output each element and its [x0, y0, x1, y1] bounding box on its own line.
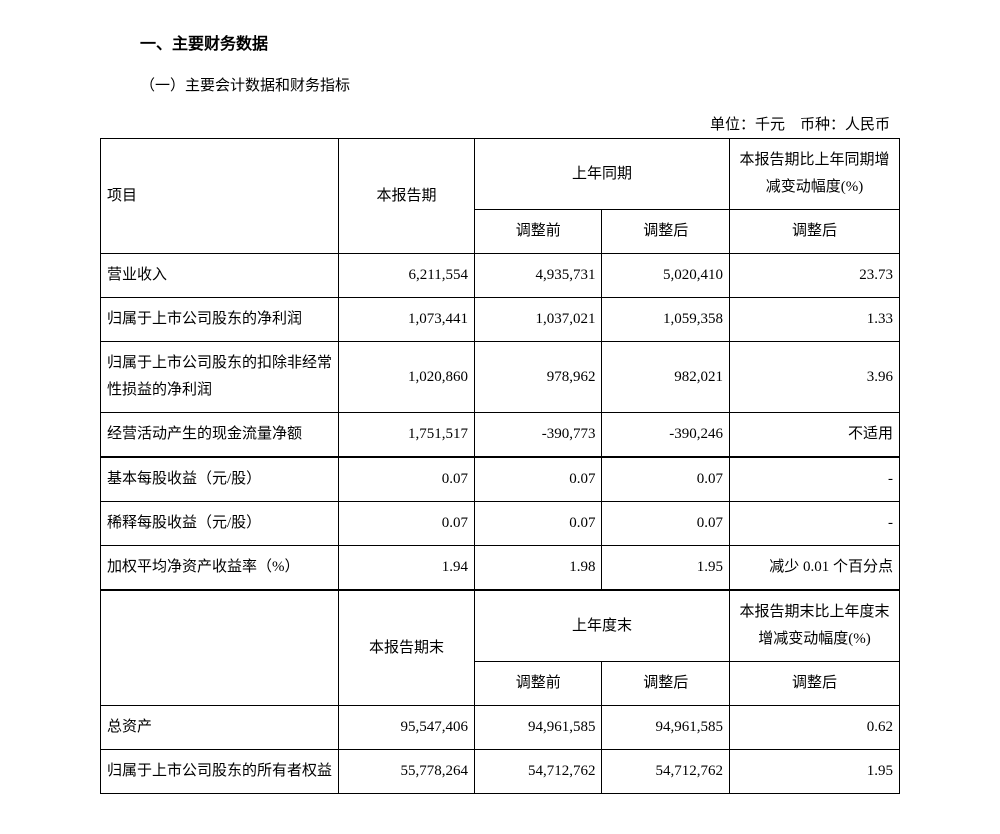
cell-p2: 54,712,762	[602, 750, 729, 794]
cell-item: 稀释每股收益（元/股）	[101, 502, 339, 546]
cell-chg: 0.62	[729, 706, 899, 750]
hdr-change-end: 本报告期末比上年度末增减变动幅度(%)	[729, 590, 899, 662]
hdr-current-end: 本报告期末	[339, 590, 475, 706]
table-row: 基本每股收益（元/股） 0.07 0.07 0.07 -	[101, 457, 900, 502]
cell-curr: 95,547,406	[339, 706, 475, 750]
cell-p2: 982,021	[602, 342, 729, 413]
cell-chg: 减少 0.01 个百分点	[729, 546, 899, 591]
table-row: 总资产 95,547,406 94,961,585 94,961,585 0.6…	[101, 706, 900, 750]
table-row: 稀释每股收益（元/股） 0.07 0.07 0.07 -	[101, 502, 900, 546]
cell-p2: 0.07	[602, 502, 729, 546]
hdr-prior: 上年同期	[474, 139, 729, 210]
table-row: 加权平均净资产收益率（%） 1.94 1.98 1.95 减少 0.01 个百分…	[101, 546, 900, 591]
hdr-change: 本报告期比上年同期增减变动幅度(%)	[729, 139, 899, 210]
cell-item: 归属于上市公司股东的净利润	[101, 298, 339, 342]
cell-chg: -	[729, 457, 899, 502]
cell-item: 加权平均净资产收益率（%）	[101, 546, 339, 591]
header-row-3: 本报告期末 上年度末 本报告期末比上年度末增减变动幅度(%)	[101, 590, 900, 662]
cell-chg: 23.73	[729, 254, 899, 298]
table-row: 营业收入 6,211,554 4,935,731 5,020,410 23.73	[101, 254, 900, 298]
financial-table: 项目 本报告期 上年同期 本报告期比上年同期增减变动幅度(%) 调整前 调整后 …	[100, 138, 900, 794]
table-row: 归属于上市公司股东的净利润 1,073,441 1,037,021 1,059,…	[101, 298, 900, 342]
cell-item: 归属于上市公司股东的扣除非经常性损益的净利润	[101, 342, 339, 413]
cell-p1: 94,961,585	[474, 706, 601, 750]
table-row: 归属于上市公司股东的扣除非经常性损益的净利润 1,020,860 978,962…	[101, 342, 900, 413]
cell-chg: -	[729, 502, 899, 546]
cell-item: 基本每股收益（元/股）	[101, 457, 339, 502]
cell-p1: 1,037,021	[474, 298, 601, 342]
cell-chg: 3.96	[729, 342, 899, 413]
table-row: 经营活动产生的现金流量净额 1,751,517 -390,773 -390,24…	[101, 413, 900, 458]
cell-p1: 4,935,731	[474, 254, 601, 298]
cell-curr: 1,073,441	[339, 298, 475, 342]
hdr-adj-after3: 调整后	[602, 662, 729, 706]
cell-curr: 1.94	[339, 546, 475, 591]
cell-p1: 978,962	[474, 342, 601, 413]
hdr-adj-after: 调整后	[602, 210, 729, 254]
cell-p2: 1,059,358	[602, 298, 729, 342]
cell-chg: 不适用	[729, 413, 899, 458]
hdr-current: 本报告期	[339, 139, 475, 254]
cell-p2: 0.07	[602, 457, 729, 502]
cell-curr: 1,751,517	[339, 413, 475, 458]
cell-item: 经营活动产生的现金流量净额	[101, 413, 339, 458]
cell-item: 营业收入	[101, 254, 339, 298]
section-subheading: （一）主要会计数据和财务指标	[140, 74, 900, 95]
cell-curr: 55,778,264	[339, 750, 475, 794]
cell-p1: 0.07	[474, 502, 601, 546]
cell-item: 总资产	[101, 706, 339, 750]
hdr-prior-end: 上年度末	[474, 590, 729, 662]
cell-curr: 0.07	[339, 502, 475, 546]
hdr-blank	[101, 590, 339, 706]
section-heading: 一、主要财务数据	[140, 30, 900, 54]
cell-p2: 1.95	[602, 546, 729, 591]
cell-curr: 6,211,554	[339, 254, 475, 298]
cell-p2: 94,961,585	[602, 706, 729, 750]
cell-chg: 1.33	[729, 298, 899, 342]
cell-chg: 1.95	[729, 750, 899, 794]
hdr-adj-before: 调整前	[474, 210, 601, 254]
unit-line: 单位：千元 币种：人民币	[100, 113, 900, 134]
hdr-adj-after2: 调整后	[729, 210, 899, 254]
hdr-adj-before2: 调整前	[474, 662, 601, 706]
cell-p1: 54,712,762	[474, 750, 601, 794]
cell-item: 归属于上市公司股东的所有者权益	[101, 750, 339, 794]
hdr-item: 项目	[101, 139, 339, 254]
cell-p1: -390,773	[474, 413, 601, 458]
header-row-1: 项目 本报告期 上年同期 本报告期比上年同期增减变动幅度(%)	[101, 139, 900, 210]
cell-p2: 5,020,410	[602, 254, 729, 298]
cell-p1: 1.98	[474, 546, 601, 591]
cell-curr: 0.07	[339, 457, 475, 502]
cell-p1: 0.07	[474, 457, 601, 502]
hdr-adj-after4: 调整后	[729, 662, 899, 706]
table-row: 归属于上市公司股东的所有者权益 55,778,264 54,712,762 54…	[101, 750, 900, 794]
cell-p2: -390,246	[602, 413, 729, 458]
cell-curr: 1,020,860	[339, 342, 475, 413]
